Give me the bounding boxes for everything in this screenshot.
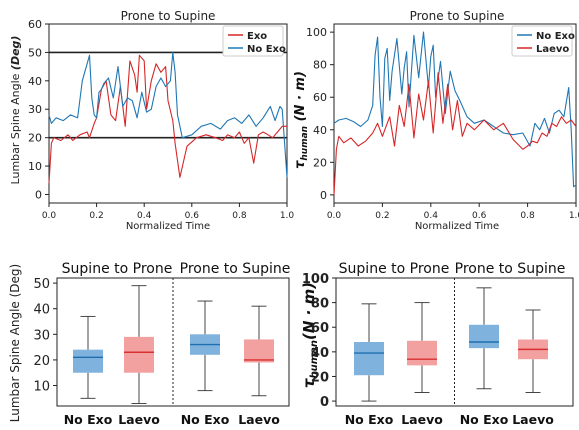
legend-label: No Exo xyxy=(247,44,286,55)
legend-label: Exo xyxy=(247,31,267,42)
x-tick-label: 0.2 xyxy=(89,211,103,221)
x-tick-label: 0.6 xyxy=(185,211,200,221)
x-tick-label: 0.4 xyxy=(137,211,152,221)
plot-area xyxy=(333,23,577,204)
box-iqr xyxy=(124,336,154,373)
axis-ticks: 10 20 30 40 50 No Exo Laevo No Exo Laevo xyxy=(33,277,280,427)
y-tick-label: 30 xyxy=(28,103,42,116)
box-1 xyxy=(407,302,437,393)
x-tick-label: 0.8 xyxy=(520,211,535,221)
group-title-supine-to-prone: Supine to Prone xyxy=(339,261,450,277)
boxplot-lumbar-angle: Lumbar Spine Angle (Deg) Supine to Prone… xyxy=(8,261,290,427)
plot-frame xyxy=(48,23,288,204)
chart-title: Prone to Supine xyxy=(121,9,216,23)
legend-label: No Exo xyxy=(536,31,575,42)
x-tick-label: 0.4 xyxy=(424,211,439,221)
series-line-laevo xyxy=(333,72,577,195)
x-tick-label: 1.0 xyxy=(569,211,579,221)
x-tick-label: 1.0 xyxy=(280,211,295,221)
box-iqr xyxy=(354,342,384,376)
series-line-no-exo xyxy=(48,51,288,178)
axis-ticks: 0 20 40 60 80 100 0.0 0.2 0.4 0.6 0.8 1.0 xyxy=(306,26,579,221)
x-axis-label: Normalized Time xyxy=(126,221,210,232)
legend: Exo No Exo xyxy=(222,25,286,57)
y-tick-label: 100 xyxy=(302,272,329,287)
x-category-label: No Exo xyxy=(460,412,509,427)
y-tick-label: 50 xyxy=(28,46,42,59)
y-tick-label: 0 xyxy=(320,395,329,410)
plot-frame xyxy=(333,23,577,204)
series-line-no-exo xyxy=(333,31,577,188)
y-tick-label: 60 xyxy=(313,91,327,104)
group-title-prone-to-supine: Prone to Supine xyxy=(455,261,566,277)
boxplot-torque: τhuman(N · m) Supine to Prone Prone to S… xyxy=(300,261,574,427)
legend-label: Laevo xyxy=(536,44,569,55)
x-category-label: No Exo xyxy=(64,412,113,427)
y-tick-label: 40 xyxy=(28,75,42,88)
y-tick-label: 10 xyxy=(28,160,42,173)
box-iqr xyxy=(244,339,274,363)
group-title-supine-to-prone: Supine to Prone xyxy=(62,261,173,277)
box-iqr xyxy=(407,340,437,366)
box-0 xyxy=(354,303,384,402)
box-0 xyxy=(73,315,103,399)
box-iqr xyxy=(469,324,499,349)
y-tick-label: 40 xyxy=(313,124,327,137)
y-axis-label: Lumbar Spine Angle (Deg) xyxy=(8,264,22,422)
legend: No Exo Laevo xyxy=(511,25,575,57)
x-category-label: No Exo xyxy=(181,412,230,427)
x-category-label: No Exo xyxy=(345,412,394,427)
plot-area xyxy=(56,277,290,407)
box-2 xyxy=(190,300,220,392)
box-3 xyxy=(518,309,548,393)
y-tick-label: 0 xyxy=(320,189,327,202)
chart-title: Prone to Supine xyxy=(410,9,505,23)
x-category-label: Laevo xyxy=(512,412,554,427)
y-tick-label: 20 xyxy=(33,354,50,369)
y-tick-label: 0 xyxy=(35,188,42,201)
y-tick-label: 20 xyxy=(28,132,42,145)
y-tick-label: 20 xyxy=(313,156,327,169)
y-tick-label: 40 xyxy=(311,346,329,361)
y-tick-label: 60 xyxy=(28,18,42,31)
x-axis-label: Normalized Time xyxy=(415,221,499,232)
y-tick-label: 80 xyxy=(313,59,327,72)
y-tick-label: 40 xyxy=(33,303,50,318)
x-category-label: Laevo xyxy=(238,412,280,427)
group-title-prone-to-supine: Prone to Supine xyxy=(180,261,291,277)
box-iqr xyxy=(73,349,103,373)
y-tick-label: 50 xyxy=(33,277,50,292)
box-3 xyxy=(244,305,274,397)
y-tick-label: 20 xyxy=(311,370,329,385)
y-tick-label: 80 xyxy=(311,297,329,312)
y-tick-label: 10 xyxy=(33,380,50,395)
y-axis-label: τhuman (N · m) xyxy=(293,71,310,169)
box-1 xyxy=(124,285,154,404)
x-category-label: Laevo xyxy=(401,412,443,427)
x-category-label: Laevo xyxy=(118,412,160,427)
y-tick-label: 60 xyxy=(311,321,329,336)
chart-lumbar-angle-timeseries: Prone to Supine Normalized Time Lumbar S… xyxy=(9,9,294,232)
box-2 xyxy=(469,287,499,390)
y-tick-label: 100 xyxy=(306,26,327,39)
y-axis-label: τhuman(N · m) xyxy=(300,282,320,388)
axis-ticks: 0 10 20 30 40 50 60 0.0 0.2 0.4 0.6 0.8 1.0 xyxy=(28,18,294,221)
plot-area xyxy=(335,277,574,407)
series-line-exo xyxy=(48,54,287,184)
x-tick-label: 0.0 xyxy=(327,211,342,221)
y-tick-label: 30 xyxy=(33,328,50,343)
x-tick-label: 0.6 xyxy=(472,211,487,221)
x-tick-label: 0.0 xyxy=(42,211,57,221)
x-tick-label: 0.2 xyxy=(375,211,389,221)
y-axis-label: Lumbar Spine Angle (Deg) xyxy=(9,36,22,185)
x-tick-label: 0.8 xyxy=(232,211,247,221)
chart-torque-timeseries: Prone to Supine Normalized Time τhuman (… xyxy=(293,9,579,232)
